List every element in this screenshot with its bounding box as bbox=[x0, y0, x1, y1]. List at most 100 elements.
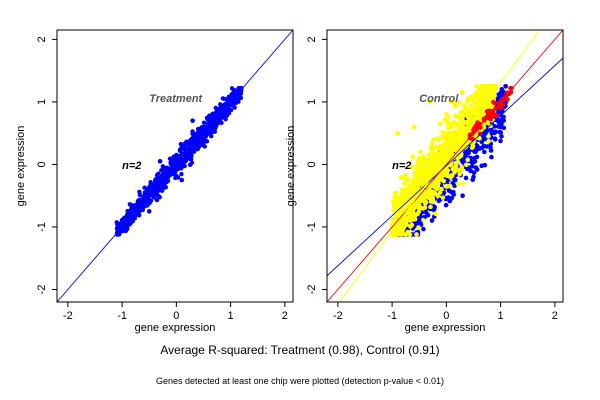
data-point bbox=[492, 137, 498, 142]
data-point bbox=[395, 213, 400, 218]
data-point bbox=[474, 83, 480, 89]
data-point bbox=[447, 183, 453, 189]
y-tick-label: 0 bbox=[36, 161, 48, 167]
detection-footnote: Genes detected at least one chip were pl… bbox=[156, 376, 444, 386]
data-point bbox=[437, 121, 443, 126]
plot-frame bbox=[326, 29, 564, 303]
data-point bbox=[157, 159, 163, 164]
data-point bbox=[123, 225, 128, 231]
data-point bbox=[446, 195, 451, 200]
data-point bbox=[409, 222, 415, 228]
data-point bbox=[445, 125, 451, 130]
data-point bbox=[441, 190, 446, 196]
x-tick-label: 0 bbox=[443, 310, 449, 322]
data-point bbox=[453, 103, 458, 109]
data-point bbox=[412, 216, 418, 222]
data-point bbox=[183, 147, 189, 152]
y-tick-label: -1 bbox=[306, 222, 318, 232]
data-point bbox=[448, 121, 454, 127]
y-axis-label: gene expression bbox=[285, 126, 297, 207]
x-tick-label: 2 bbox=[552, 310, 558, 322]
data-point bbox=[132, 209, 137, 215]
data-point bbox=[455, 121, 461, 127]
data-point bbox=[422, 180, 427, 185]
data-point bbox=[145, 187, 150, 192]
data-point bbox=[492, 124, 498, 129]
data-point bbox=[430, 137, 436, 143]
x-tick-label: -1 bbox=[117, 310, 127, 322]
data-point bbox=[136, 212, 142, 218]
data-point bbox=[449, 132, 455, 137]
data-point bbox=[488, 83, 493, 89]
data-point bbox=[127, 202, 133, 207]
plot-area bbox=[327, 30, 563, 302]
data-point bbox=[444, 112, 449, 117]
data-point bbox=[505, 97, 510, 102]
data-point bbox=[212, 115, 217, 120]
data-point bbox=[500, 92, 505, 98]
data-point bbox=[409, 164, 415, 170]
data-point bbox=[493, 112, 499, 118]
data-point bbox=[215, 106, 220, 112]
data-point bbox=[432, 204, 437, 210]
x-tick-label: -1 bbox=[387, 310, 397, 322]
data-point bbox=[402, 181, 407, 186]
data-point bbox=[428, 172, 433, 177]
data-point bbox=[430, 179, 435, 184]
x-tick-label: 2 bbox=[282, 310, 288, 322]
data-point bbox=[182, 163, 187, 168]
data-point bbox=[203, 134, 209, 139]
data-point bbox=[467, 111, 472, 117]
x-tick-label: 1 bbox=[228, 310, 234, 322]
data-point bbox=[469, 164, 475, 169]
data-point bbox=[475, 91, 480, 97]
data-point bbox=[453, 177, 458, 183]
data-point bbox=[195, 130, 201, 136]
data-point bbox=[173, 175, 178, 181]
data-point bbox=[182, 156, 188, 161]
data-point bbox=[461, 126, 467, 132]
y-tick-label: -2 bbox=[36, 285, 48, 295]
data-point bbox=[465, 96, 471, 102]
data-point bbox=[440, 129, 445, 135]
data-point bbox=[400, 220, 406, 226]
data-point bbox=[395, 202, 401, 208]
data-point bbox=[156, 193, 161, 199]
data-point bbox=[146, 209, 152, 214]
data-point bbox=[481, 101, 486, 106]
data-point bbox=[149, 188, 154, 193]
data-point bbox=[409, 208, 415, 214]
data-point bbox=[463, 120, 469, 125]
data-point bbox=[414, 232, 419, 237]
data-point bbox=[447, 198, 453, 204]
data-point bbox=[424, 168, 430, 174]
data-point bbox=[222, 102, 228, 107]
data-point bbox=[471, 159, 476, 165]
sample-count-label: n=2 bbox=[122, 160, 141, 172]
data-point bbox=[187, 162, 193, 168]
data-point bbox=[477, 136, 482, 141]
panel-label: Treatment bbox=[149, 93, 203, 105]
data-point bbox=[426, 162, 432, 167]
data-point bbox=[393, 232, 399, 237]
data-point bbox=[460, 159, 466, 165]
data-point bbox=[420, 206, 426, 211]
data-point bbox=[416, 218, 422, 224]
data-point bbox=[459, 167, 465, 172]
data-point bbox=[208, 133, 214, 139]
data-point bbox=[137, 189, 142, 194]
data-point bbox=[498, 124, 503, 130]
data-point bbox=[486, 138, 491, 144]
data-point bbox=[440, 134, 446, 139]
y-tick-label: 1 bbox=[36, 99, 48, 105]
data-point bbox=[399, 191, 405, 196]
data-point bbox=[503, 83, 508, 89]
y-tick-label: -1 bbox=[36, 222, 48, 232]
data-point bbox=[440, 195, 446, 200]
data-point bbox=[418, 149, 423, 155]
data-point bbox=[448, 99, 454, 105]
data-point bbox=[157, 187, 163, 192]
data-point bbox=[156, 171, 161, 176]
data-point bbox=[471, 174, 476, 180]
